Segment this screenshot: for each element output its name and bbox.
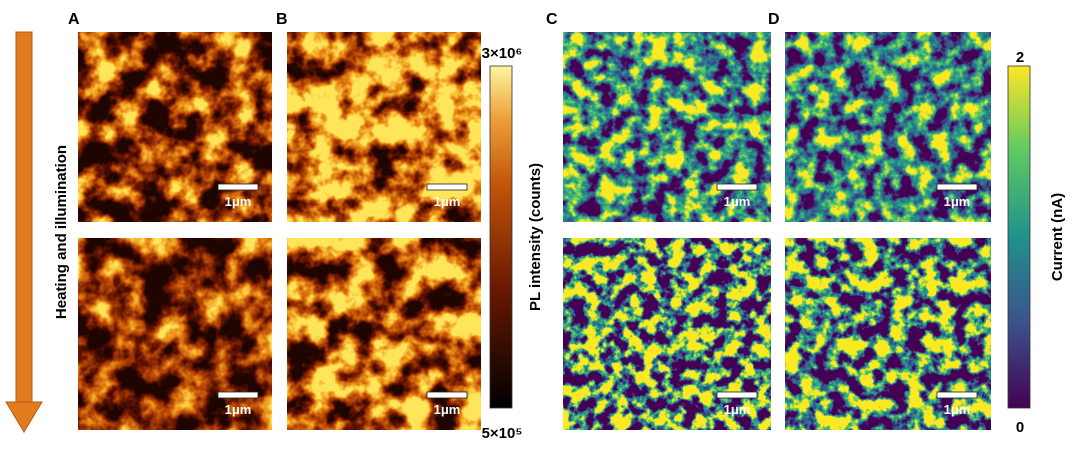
pl-colorbar-min: 5×10⁵ (482, 425, 523, 442)
scale-bar-label: 1μm (724, 194, 751, 209)
pl-colorbar-max: 3×10⁶ (482, 45, 523, 62)
scale-bar-label: 1μm (944, 194, 971, 209)
scale-bar (936, 391, 978, 399)
current-colorbar-max: 2 (1016, 49, 1024, 66)
scale-bar (217, 391, 259, 399)
scale-bar-label: 1μm (225, 402, 252, 417)
panel-label: D (768, 11, 780, 28)
scale-bar-label: 1μm (434, 194, 461, 209)
pl-colorbar-title: PL intensity (counts) (527, 163, 544, 311)
scale-bar-label: 1μm (225, 194, 252, 209)
current-colorbar-title: Current (nA) (1049, 193, 1066, 281)
current-colorbar (1007, 65, 1031, 409)
arrow-head (5, 401, 43, 433)
arrow-label: Heating and illumination (53, 145, 70, 319)
panel-label: A (68, 11, 80, 28)
current-colorbar-min: 0 (1016, 419, 1024, 436)
scale-bar (936, 183, 978, 191)
scale-bar (716, 391, 758, 399)
scale-bar (217, 183, 259, 191)
panel-label: B (276, 11, 288, 28)
scale-bar-label: 1μm (944, 402, 971, 417)
scale-bar (426, 183, 468, 191)
scale-bar-label: 1μm (434, 402, 461, 417)
scale-bar (716, 183, 758, 191)
arrow-shaft (15, 31, 33, 403)
scale-bar-label: 1μm (724, 402, 751, 417)
panel-label: C (546, 11, 558, 28)
pl-colorbar (489, 65, 513, 409)
scale-bar (426, 391, 468, 399)
